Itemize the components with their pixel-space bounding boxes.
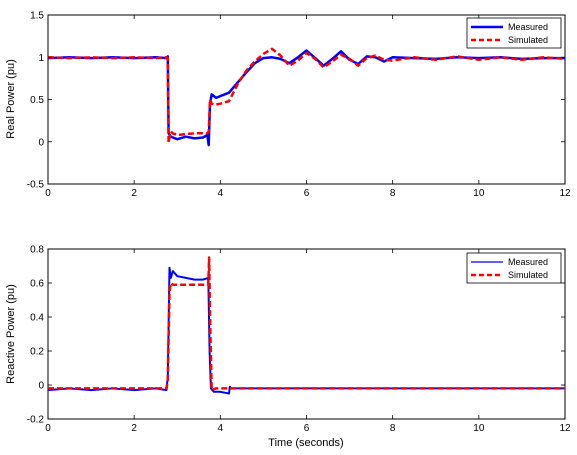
y-axis-label: Real Power (pu) (5, 59, 17, 138)
y-tick-label: -0.5 (27, 180, 45, 191)
x-tick-label: 12 (559, 423, 571, 434)
y-tick-label: -0.2 (27, 415, 45, 426)
y-tick-label: 0 (38, 137, 44, 148)
legend-label-measured: Measured (508, 257, 548, 267)
y-tick-label: 0 (38, 381, 44, 392)
legend-label-simulated: Simulated (508, 270, 548, 280)
x-tick-label: 4 (218, 188, 224, 199)
series-line-simulated (48, 256, 565, 392)
x-axis-label: Time (seconds) (268, 437, 343, 449)
y-tick-label: 0.8 (30, 245, 44, 256)
ticks-layer: 0 2 4 6 8 10 12-0.200.20.40.60.8 (27, 245, 571, 435)
legend-box (466, 17, 562, 49)
series-layer (47, 47, 566, 147)
y-tick-label: 0.4 (30, 313, 44, 324)
y-tick-label: 0.6 (30, 279, 44, 290)
legend: Measured Simulated (466, 252, 562, 284)
x-tick-label: 8 (390, 188, 396, 199)
x-tick-label: 8 (390, 423, 396, 434)
y-axis-label: Reactive Power (pu) (5, 284, 17, 384)
x-tick-label: 2 (131, 423, 137, 434)
x-tick-label: 4 (218, 423, 224, 434)
x-tick-label: 6 (304, 188, 310, 199)
x-tick-label: 12 (559, 188, 571, 199)
legend-box (466, 252, 562, 284)
y-tick-label: 1 (38, 53, 44, 64)
legend: Measured Simulated (466, 17, 562, 49)
y-tick-label: 1.5 (30, 11, 44, 22)
x-tick-label: 0 (45, 188, 51, 199)
x-tick-label: 10 (473, 188, 485, 199)
x-tick-label: 0 (45, 423, 51, 434)
ticks-layer: 0 2 4 6 8 10 12-0.500.511.5 (27, 11, 571, 200)
series-layer (47, 256, 565, 395)
x-tick-label: 2 (131, 188, 137, 199)
y-tick-label: 0.5 (30, 95, 44, 106)
legend-label-measured: Measured (508, 22, 548, 32)
reactive-power-chart: 0 2 4 6 8 10 12-0.200.20.40.60.8 Reactive Powe… (5, 245, 571, 450)
y-tick-label: 0.2 (30, 347, 44, 358)
legend-label-simulated: Simulated (508, 35, 548, 45)
real-power-chart: 0 2 4 6 8 10 12-0.500.511.5 Real Power (pu) Me… (5, 11, 571, 200)
x-tick-label: 6 (304, 423, 310, 434)
x-tick-label: 10 (473, 423, 485, 434)
